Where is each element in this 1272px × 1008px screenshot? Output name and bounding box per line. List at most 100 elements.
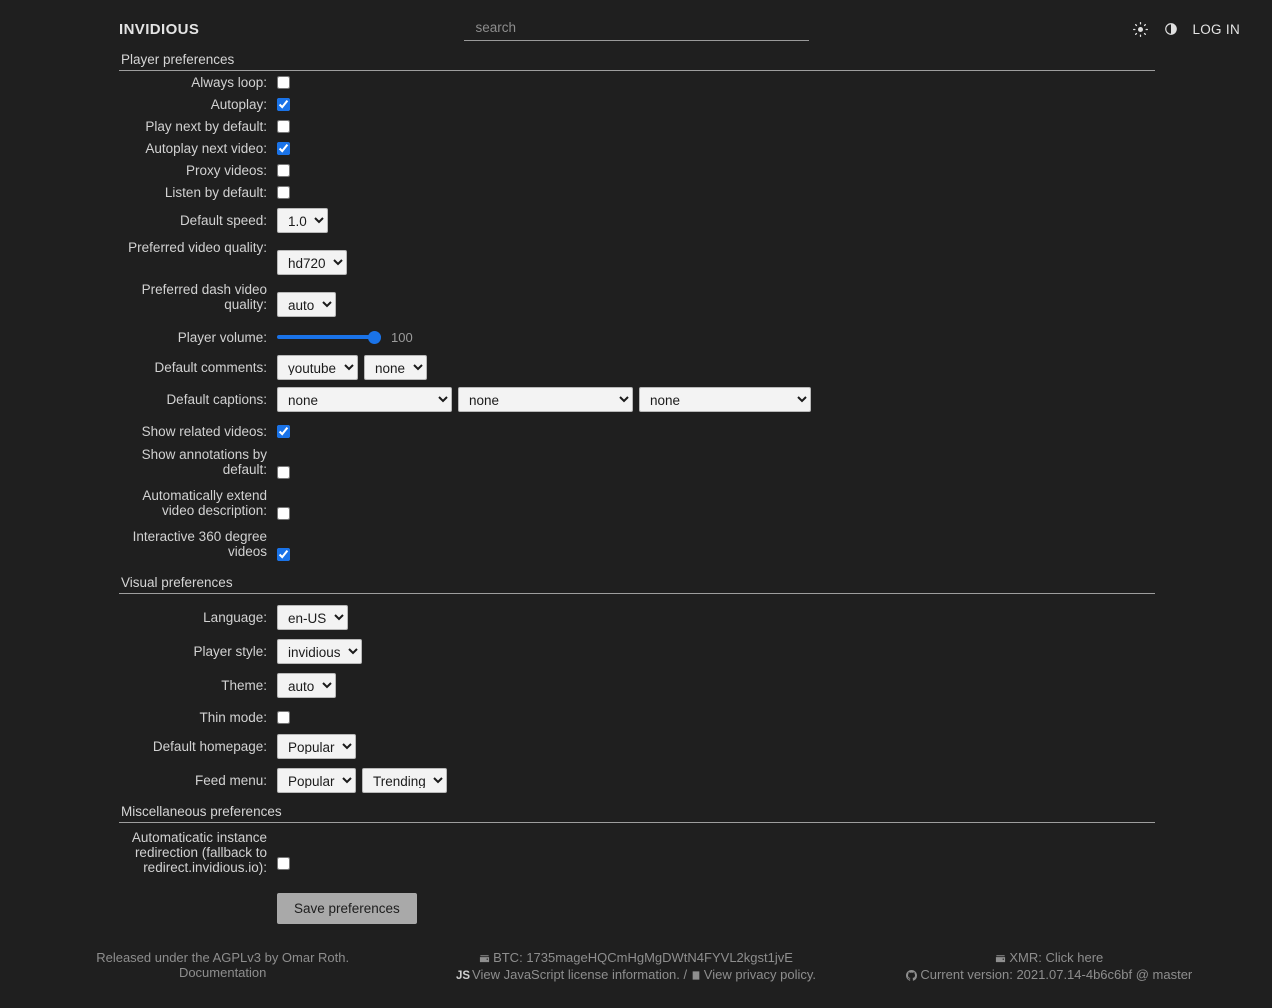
- label-interactive-360: Interactive 360 degree videos: [132, 529, 267, 559]
- label-auto-extend-description: Automatically extend video description:: [142, 488, 267, 518]
- select-default-captions-2[interactable]: none: [458, 387, 633, 412]
- label-preferred-dash-video-quality: Preferred dash video quality:: [141, 282, 267, 312]
- pref-row-always-loop: Always loop:: [119, 71, 1155, 93]
- pref-row-preferred-video-quality: Preferred video quality: hd720: [119, 240, 1155, 275]
- contrast-circle-icon[interactable]: [1162, 21, 1179, 38]
- select-default-speed[interactable]: 1.0: [277, 208, 328, 233]
- label-default-comments: Default comments:: [154, 360, 267, 375]
- footer-xmr-link[interactable]: Click here: [1045, 950, 1104, 965]
- checkbox-interactive-360[interactable]: [277, 547, 290, 561]
- select-preferred-video-quality[interactable]: hd720: [277, 250, 347, 275]
- select-default-captions-3[interactable]: none: [639, 387, 811, 412]
- save-row: Save preferences: [119, 893, 1155, 924]
- pref-row-player-volume: Player volume: 100: [119, 326, 1155, 348]
- select-default-captions-1[interactable]: none: [277, 387, 452, 412]
- pref-row-feed-menu: Feed menu: Popular Trending: [119, 768, 1155, 793]
- label-language: Language:: [203, 610, 267, 625]
- checkbox-autoplay[interactable]: [277, 97, 290, 111]
- legend-visual-preferences: Visual preferences: [119, 575, 1155, 594]
- footer-btc-address[interactable]: 1735mageHQCmHgMgDWtN4FYVL2kgst1jvE: [526, 950, 793, 965]
- sun-icon[interactable]: [1132, 21, 1149, 38]
- pref-row-default-speed: Default speed: 1.0: [119, 208, 1155, 233]
- pref-row-proxy-videos: Proxy videos:: [119, 159, 1155, 181]
- pref-row-player-style: Player style: invidious: [119, 639, 1155, 664]
- checkbox-show-related-videos[interactable]: [277, 424, 290, 438]
- select-default-comments-fallback[interactable]: none: [364, 355, 427, 380]
- select-feed-menu-2[interactable]: Trending: [362, 768, 447, 793]
- pref-row-theme: Theme: auto: [119, 673, 1155, 698]
- pref-row-auto-extend-description: Automatically extend video description:: [119, 488, 1155, 524]
- label-theme: Theme:: [221, 678, 267, 693]
- select-theme[interactable]: auto: [277, 673, 336, 698]
- checkbox-proxy-videos[interactable]: [277, 163, 290, 177]
- label-proxy-videos: Proxy videos:: [185, 162, 267, 178]
- login-link[interactable]: LOG IN: [1192, 21, 1240, 37]
- pref-row-default-comments: Default comments: youtube none: [119, 355, 1155, 380]
- wallet-icon: [995, 952, 1006, 967]
- label-preferred-video-quality: Preferred video quality:: [128, 240, 267, 255]
- select-language[interactable]: en-US: [277, 605, 348, 630]
- select-player-style[interactable]: invidious: [277, 639, 362, 664]
- footer-btc-label: BTC:: [493, 950, 523, 965]
- footer: Released under the AGPLv3 by Omar Roth. …: [0, 950, 1272, 984]
- player-volume-value: 100: [391, 329, 413, 345]
- navbar-right: LOG IN: [911, 21, 1256, 38]
- preferences-page: Player preferences Always loop: Autoplay…: [0, 52, 1272, 924]
- label-listen-by-default: Listen by default:: [164, 184, 267, 200]
- select-default-homepage[interactable]: Popular: [277, 734, 356, 759]
- navbar-center: [361, 17, 911, 41]
- pref-row-autoplay: Autoplay:: [119, 93, 1155, 115]
- footer-version-column: XMR: Click here Current version: 2021.07…: [843, 950, 1256, 984]
- footer-js-license-link[interactable]: View JavaScript license information.: [472, 967, 680, 982]
- label-default-captions: Default captions:: [166, 392, 267, 407]
- save-preferences-button[interactable]: Save preferences: [277, 893, 417, 924]
- footer-privacy-policy-link[interactable]: View privacy policy.: [703, 967, 817, 982]
- label-play-next-by-default: Play next by default:: [145, 118, 267, 134]
- document-icon: [691, 969, 701, 984]
- label-default-speed: Default speed:: [179, 213, 267, 228]
- pref-row-interactive-360: Interactive 360 degree videos: [119, 529, 1155, 565]
- search-form: [463, 17, 809, 41]
- slider-player-volume[interactable]: [277, 335, 381, 339]
- pref-row-language: Language: en-US: [119, 605, 1155, 630]
- search-input[interactable]: [463, 17, 809, 41]
- select-default-comments-primary[interactable]: youtube: [277, 355, 358, 380]
- navbar-left: INVIDIOUS: [16, 21, 361, 38]
- pref-row-default-captions: Default captions: none none none: [119, 387, 1155, 412]
- github-icon: [906, 969, 918, 984]
- select-feed-menu-1[interactable]: Popular: [277, 768, 356, 793]
- javascript-badge-icon: JS: [455, 970, 471, 982]
- footer-documentation-link[interactable]: Documentation: [178, 965, 267, 980]
- pref-row-autoplay-next-video: Autoplay next video:: [119, 137, 1155, 159]
- pref-row-show-annotations: Show annotations by default:: [119, 447, 1155, 483]
- legend-miscellaneous-preferences: Miscellaneous preferences: [119, 804, 1155, 823]
- checkbox-auto-extend-description[interactable]: [277, 506, 290, 520]
- label-show-annotations: Show annotations by default:: [141, 447, 267, 477]
- pref-row-listen-by-default: Listen by default:: [119, 181, 1155, 203]
- footer-license-column: Released under the AGPLv3 by Omar Roth. …: [16, 950, 429, 984]
- pref-row-thin-mode: Thin mode:: [119, 706, 1155, 728]
- checkbox-listen-by-default[interactable]: [277, 185, 290, 199]
- pref-row-default-homepage: Default homepage: Popular: [119, 734, 1155, 759]
- legend-player-preferences: Player preferences: [119, 52, 1155, 71]
- label-thin-mode: Thin mode:: [199, 709, 267, 725]
- label-default-homepage: Default homepage:: [152, 739, 267, 754]
- select-preferred-dash-video-quality[interactable]: auto: [277, 292, 336, 317]
- pref-row-show-related-videos: Show related videos:: [119, 420, 1155, 442]
- label-player-volume: Player volume:: [177, 329, 267, 345]
- label-show-related-videos: Show related videos:: [141, 423, 267, 439]
- brand-logo[interactable]: INVIDIOUS: [119, 20, 200, 38]
- checkbox-always-loop[interactable]: [277, 75, 290, 89]
- label-auto-instance-redirect: Automaticatic instance redirection (fall…: [131, 830, 267, 875]
- checkbox-thin-mode[interactable]: [277, 710, 290, 724]
- checkbox-show-annotations[interactable]: [277, 465, 290, 479]
- footer-version-link[interactable]: Current version: 2021.07.14-4b6c6bf @ ma…: [920, 967, 1193, 982]
- checkbox-autoplay-next-video[interactable]: [277, 141, 290, 155]
- checkbox-auto-instance-redirect[interactable]: [277, 856, 290, 870]
- checkbox-play-next-by-default[interactable]: [277, 119, 290, 133]
- footer-license-text: Released under the AGPLv3 by Omar Roth.: [96, 950, 350, 965]
- label-always-loop: Always loop:: [191, 74, 267, 90]
- pref-row-preferred-dash-video-quality: Preferred dash video quality: auto: [119, 282, 1155, 317]
- label-feed-menu: Feed menu:: [194, 773, 267, 788]
- label-player-style: Player style:: [193, 644, 267, 659]
